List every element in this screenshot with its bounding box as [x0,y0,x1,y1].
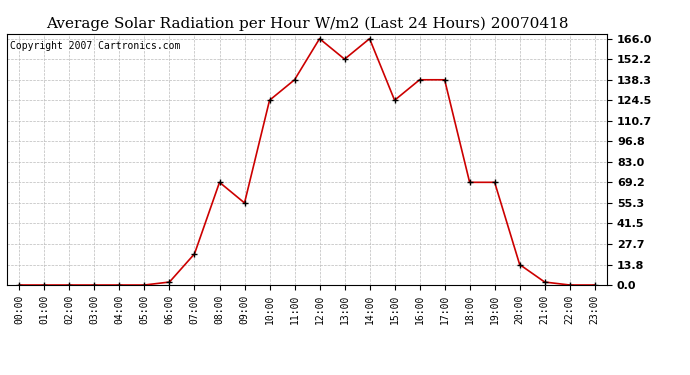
Title: Average Solar Radiation per Hour W/m2 (Last 24 Hours) 20070418: Average Solar Radiation per Hour W/m2 (L… [46,17,569,31]
Text: Copyright 2007 Cartronics.com: Copyright 2007 Cartronics.com [10,41,180,51]
